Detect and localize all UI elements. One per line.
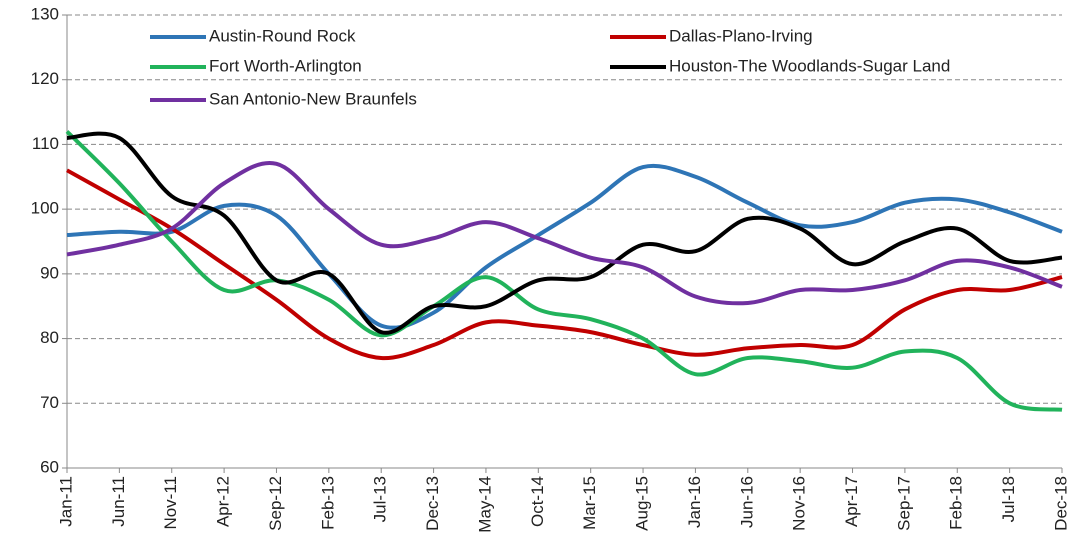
legend-label: Houston-The Woodlands-Sugar Land bbox=[669, 56, 950, 75]
y-tick-label: 70 bbox=[40, 393, 59, 412]
x-tick-label: Feb-13 bbox=[318, 476, 337, 530]
x-tick-label: Feb-18 bbox=[947, 476, 966, 530]
x-tick-label: Dec-13 bbox=[423, 476, 442, 531]
y-tick-label: 60 bbox=[40, 457, 59, 476]
x-tick-label: Apr-17 bbox=[842, 476, 861, 527]
x-tick-label: Oct-14 bbox=[528, 476, 547, 527]
x-tick-label: Apr-12 bbox=[214, 476, 233, 527]
series-line bbox=[66, 161, 1063, 306]
legend-label: San Antonio-New Braunfels bbox=[209, 89, 417, 108]
x-tick-label: Jul-18 bbox=[999, 476, 1018, 522]
y-tick-label: 110 bbox=[32, 134, 59, 153]
y-tick-label: 90 bbox=[40, 263, 59, 282]
x-tick-label: Jun-16 bbox=[737, 476, 756, 528]
series-line bbox=[66, 163, 1063, 330]
x-tick-label: Jun-11 bbox=[109, 476, 128, 527]
x-tick-label: Dec-18 bbox=[1051, 476, 1070, 531]
x-tick-label: Jul-13 bbox=[371, 476, 390, 522]
x-tick-label: Aug-15 bbox=[633, 476, 652, 531]
x-tick-label: Sep-17 bbox=[894, 476, 913, 531]
x-tick-label: May-14 bbox=[475, 476, 494, 533]
x-tick-label: Mar-15 bbox=[580, 476, 599, 530]
y-tick-label: 120 bbox=[31, 69, 59, 88]
legend-label: Dallas-Plano-Irving bbox=[669, 26, 813, 45]
x-tick-label: Nov-11 bbox=[161, 476, 180, 530]
x-tick-label: Nov-16 bbox=[790, 476, 809, 531]
x-tick-label: Jan-11 bbox=[56, 476, 75, 527]
x-tick-label: Jan-16 bbox=[685, 476, 704, 528]
series-line bbox=[66, 131, 1063, 335]
y-tick-label: 100 bbox=[31, 199, 59, 218]
y-tick-label: 130 bbox=[31, 4, 59, 23]
y-tick-label: 80 bbox=[40, 328, 59, 347]
series-line bbox=[65, 130, 1063, 412]
legend-label: Fort Worth-Arlington bbox=[209, 56, 362, 75]
series-line bbox=[66, 168, 1063, 360]
x-tick-label: Sep-12 bbox=[266, 476, 285, 531]
legend-label: Austin-Round Rock bbox=[209, 26, 356, 45]
